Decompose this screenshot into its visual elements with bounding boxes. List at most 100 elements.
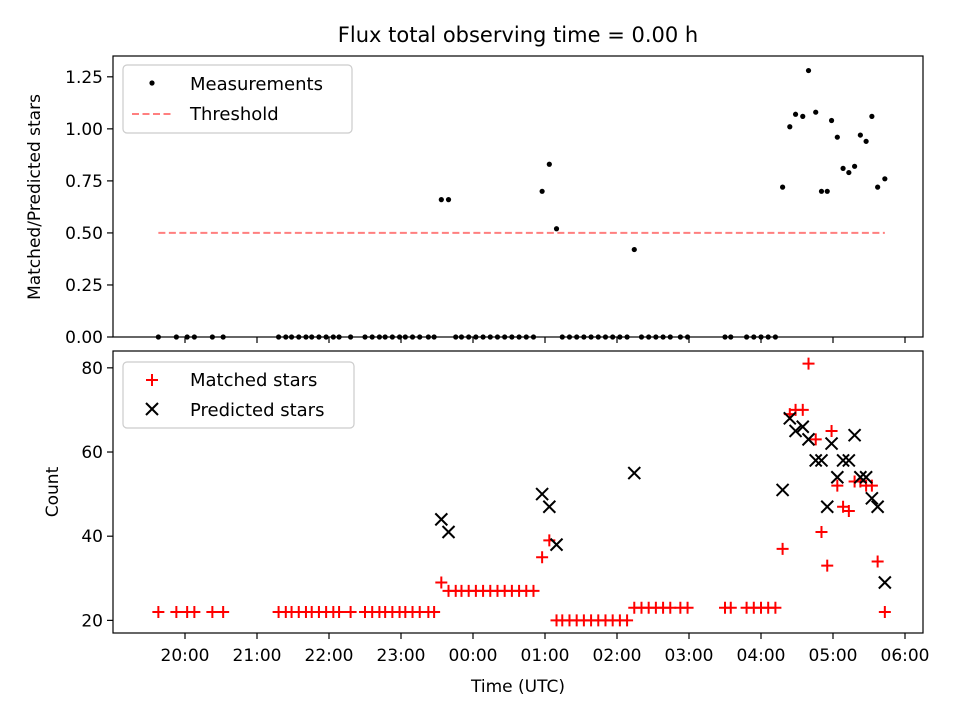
predicted-stars-point [809,453,823,468]
legend-threshold-label: Threshold [189,104,279,125]
bottom-legend: Matched stars Predicted stars [122,361,355,429]
measurement-point [824,188,830,194]
x-tick-label: 00:00 [449,646,498,666]
matched-stars-point [809,433,822,446]
matched-stars-point [796,403,809,416]
x-tick-label: 01:00 [521,646,570,666]
top-y-tick-label: 0.25 [65,276,103,296]
measurement-point [840,165,846,171]
measurement-point [792,111,799,117]
measurement-point [818,188,825,194]
x-tick-label: 22:00 [305,646,354,666]
matched-stars-point [428,605,441,618]
matched-stars-point [333,605,346,618]
matched-stars-point [536,551,549,564]
matched-stars-point [681,601,694,614]
matched-stars-point [621,614,634,627]
legend-matched-label: Matched stars [190,370,317,391]
bottom-axes-frame [112,350,924,634]
bottom-y-tick-label: 40 [81,527,103,547]
x-axis-label: Time (UTC) [470,677,565,697]
predicted-stars-point [775,483,790,497]
predicted-stars-point [801,432,816,447]
predicted-stars-point [542,500,557,514]
top-y-tick-label: 0.50 [65,224,103,244]
measurement-point [800,113,806,119]
predicted-stars-point [535,487,549,501]
bottom-panel: 20 40 60 80 20:00 21:00 22:00 23:00 00:00 01:00 0… [43,350,930,697]
figure-title: Flux total observing time = 0.00 h [338,23,698,47]
matched-stars-point [769,601,782,614]
top-y-tick-label: 0.75 [65,172,103,192]
legend-measurements-marker [149,80,155,86]
measurement-point [805,67,812,74]
predicted-stars-point [434,512,449,527]
bottom-x-ticks: 20:00 21:00 22:00 23:00 00:00 01:00 02:00 03:00… [161,633,930,666]
matched-stars-point [664,601,677,614]
predicted-stars-point [859,470,873,484]
bottom-y-axis-label: Count [43,466,63,517]
measurement-point [539,188,545,194]
measurement-point [780,184,786,190]
matched-stars-point [871,555,884,568]
measurement-point [445,197,452,203]
bottom-y-tick-label: 20 [81,611,103,631]
predicted-stars-point [814,453,829,468]
matched-stars-point [188,605,201,618]
predicted-stars-point [549,537,564,552]
matched-stars-point [825,424,838,437]
measurement-point [875,184,881,190]
top-axes-frame [112,55,924,338]
matched-stars-point [344,605,357,618]
measurement-point [834,134,840,140]
x-tick-label: 20:00 [161,646,210,666]
bottom-y-tick-label: 60 [81,443,103,463]
predicted-stars-point [824,436,839,451]
legend-predicted-label: Predicted stars [190,400,324,421]
matched-stars-point [217,605,230,618]
predicted-stars-point [836,453,850,468]
matched-stars-point [776,542,789,555]
predicted-stars-point [847,428,862,442]
matched-stars-point [206,605,219,618]
matched-stars-point [842,504,855,517]
x-tick-label: 02:00 [593,646,642,666]
bottom-y-ticks: 20 40 60 80 [81,359,113,631]
x-tick-label: 21:00 [233,646,282,666]
predicted-stars-point [788,424,803,438]
matched-stars-point [527,584,540,597]
top-y-tick-label: 1.25 [65,68,103,88]
legend-predicted-marker [145,402,159,416]
top-y-ticks: 0.00 0.25 0.50 0.75 1.00 1.25 [65,68,113,348]
x-tick-label: 05:00 [809,646,858,666]
predicted-stars-point [783,411,797,426]
bottom-series [152,357,892,627]
predicted-stars-point [878,575,892,590]
measurement-point [828,117,835,124]
bottom-legend-box [122,361,355,429]
top-y-axis-label: Matched/Predicted stars [25,94,45,300]
top-legend: Measurements Threshold [122,64,353,134]
x-tick-label: 04:00 [737,646,786,666]
matched-stars-point [724,601,737,614]
top-y-tick-label: 0.00 [65,328,103,348]
measurement-point [546,161,552,167]
matched-stars-point [152,605,165,618]
predicted-stars-point [796,420,810,434]
matched-stars-point [815,525,828,538]
measurement-point [863,138,869,144]
predicted-stars-point [842,453,856,468]
predicted-stars-point [441,525,456,539]
measurement-point [852,163,858,169]
measurement-point [438,197,444,203]
predicted-stars-point [820,500,834,514]
x-tick-label: 23:00 [377,646,426,666]
measurement-point [882,176,888,182]
legend-measurements-label: Measurements [190,74,323,95]
measurement-point [813,109,819,115]
measurement-point [846,169,852,176]
measurement-point [857,132,863,138]
measurement-point [787,124,793,130]
predicted-stars-point [853,470,868,484]
